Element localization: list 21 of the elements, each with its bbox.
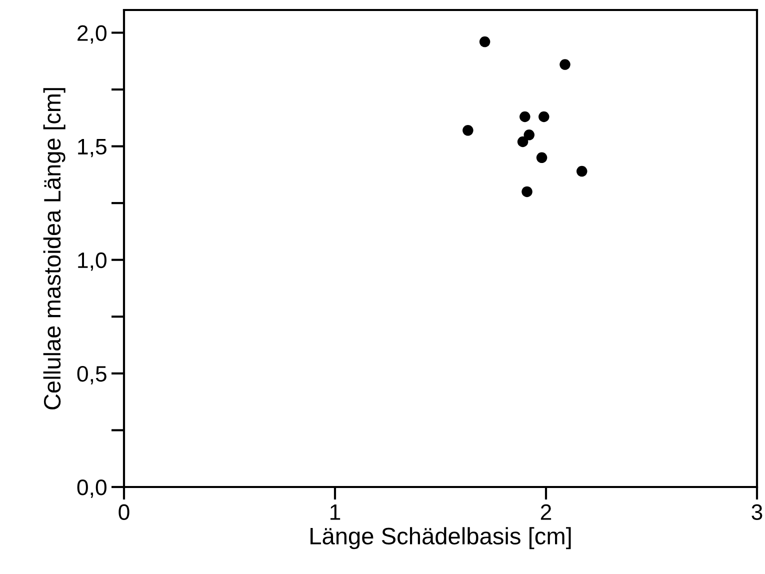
point <box>536 152 548 164</box>
x-tick-label: 3 <box>752 504 762 520</box>
y-tick-label: 1,5 <box>78 139 106 158</box>
x-tick-label: 0 <box>118 504 130 520</box>
point <box>576 166 588 177</box>
point <box>524 130 534 140</box>
point <box>517 136 528 148</box>
point <box>520 111 530 122</box>
x-axis-title: Länge Schädelbasis [cm] <box>310 527 571 550</box>
point <box>538 111 550 122</box>
y-tick-label: 2,0 <box>78 25 106 44</box>
y-tick-label: 0,5 <box>77 366 106 384</box>
point <box>462 125 474 136</box>
x-tick-label: 1 <box>330 504 340 520</box>
x-tick-label: 2 <box>540 504 552 520</box>
y-tick-label: 0,0 <box>77 480 106 498</box>
point <box>560 59 570 70</box>
point <box>479 36 490 48</box>
point <box>522 186 532 198</box>
y-tick-label: 1,0 <box>78 252 106 271</box>
y-axis-title: Cellulae mastoidea Länge [cm] <box>43 88 66 410</box>
